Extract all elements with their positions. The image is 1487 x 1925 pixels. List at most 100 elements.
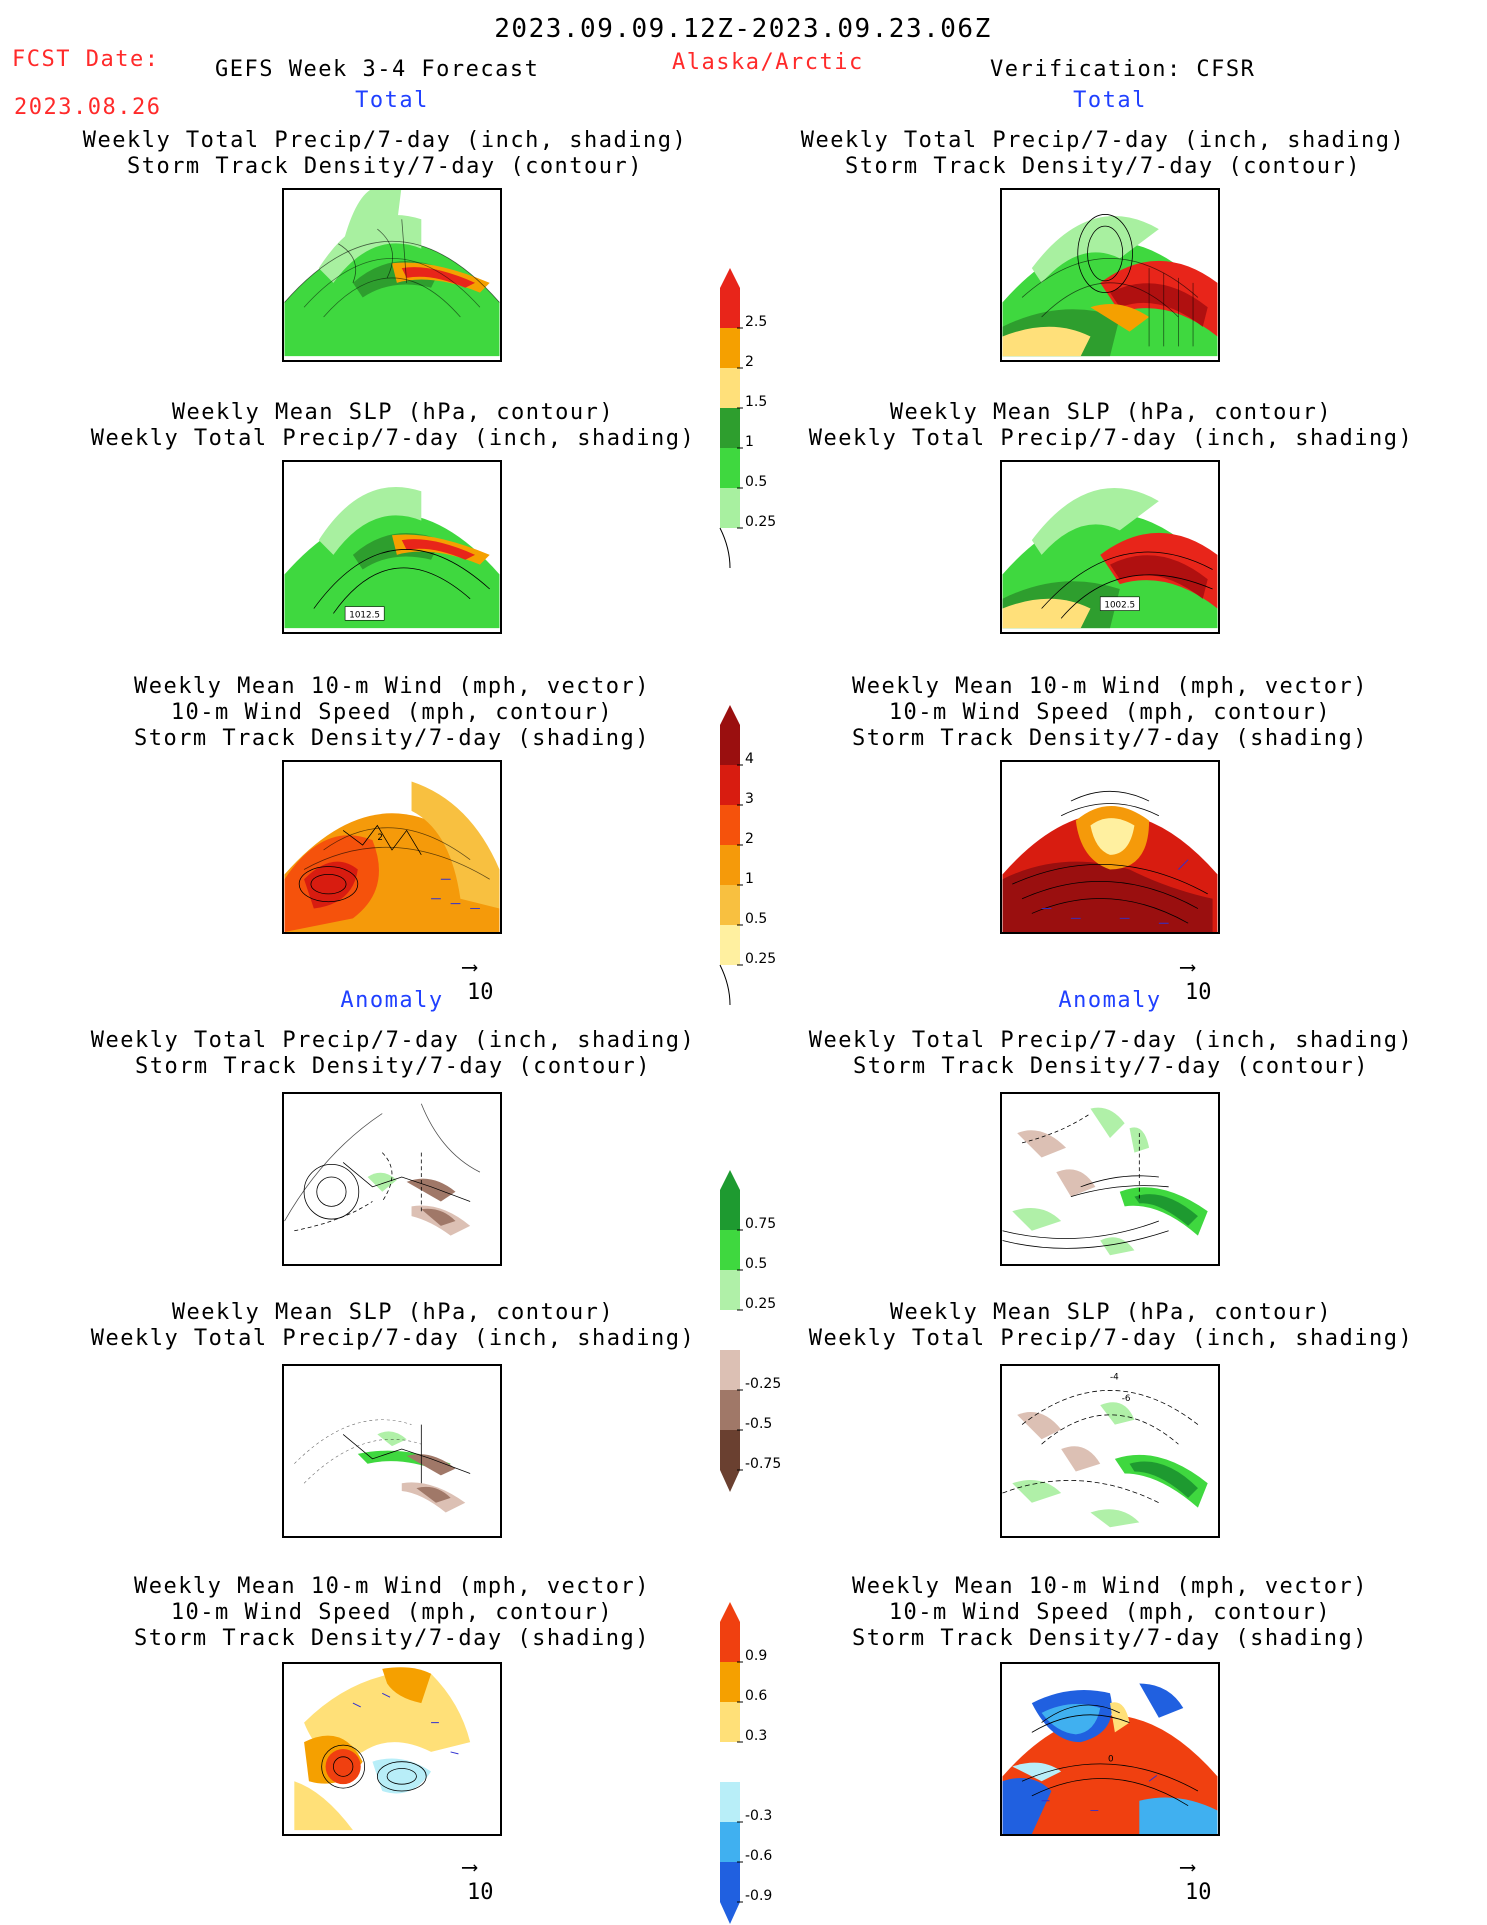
colorbar-bottom-cap <box>720 1902 740 1924</box>
colorbar-swatch <box>720 488 740 528</box>
title-r4: Weekly Total Precip/7-day (inch, shading… <box>809 1028 1414 1080</box>
map-fcst-wind-track: 2 <box>282 760 502 934</box>
title-line: 10-m Wind Speed (mph, contour) <box>170 700 614 725</box>
title-l5: Weekly Mean SLP (hPa, contour) Weekly To… <box>91 1300 696 1352</box>
map-fcst-slp-precip-anom <box>282 1364 502 1538</box>
map-cfsr-precip-track-anom <box>1000 1092 1220 1266</box>
wind-anom-label: 0 <box>1108 1755 1114 1765</box>
slp-anom-label: -6 <box>1122 1394 1131 1404</box>
colorbar-tick-label: 0.25 <box>745 1296 776 1312</box>
region-title: Alaska/Arctic <box>672 50 864 75</box>
colorbar-swatch <box>720 288 740 328</box>
title-line: Storm Track Density/7-day (shading) <box>133 1626 651 1651</box>
colorbar-tick-label: -0.3 <box>745 1808 772 1824</box>
vector-ref-anom-left: ⟶ 10 <box>463 1855 494 1905</box>
colorbar-swatch <box>720 368 740 408</box>
map-cfsr-wind-track <box>1000 760 1220 934</box>
title-r5: Weekly Mean SLP (hPa, contour) Weekly To… <box>809 1300 1414 1352</box>
colorbar-track-anom: 0.9 0.6 0.3 -0.3 -0.6 -0.9 <box>720 1602 800 1924</box>
colorbar-swatch <box>720 1230 740 1270</box>
slp-contour-label: 1002.5 <box>1104 601 1135 611</box>
section-anomaly-left: Anomaly <box>340 988 444 1013</box>
colorbar-swatch <box>720 725 740 765</box>
map-cfsr-wind-track-anom: 0 <box>1000 1662 1220 1836</box>
colorbar-svg: 0.75 0.5 0.25 -0.25 -0.5 -0.75 <box>720 1170 781 1492</box>
section-total-right: Total <box>1073 88 1147 113</box>
title-line: Weekly Total Precip/7-day (inch, shading… <box>808 1028 1414 1053</box>
title-line: 10-m Wind Speed (mph, contour) <box>888 1600 1332 1625</box>
colorbar-swatch <box>720 448 740 488</box>
title-line: Weekly Mean SLP (hPa, contour) <box>171 1300 615 1325</box>
title-l2: Weekly Mean SLP (hPa, contour) Weekly To… <box>91 400 696 452</box>
colorbar-tick-label: 2 <box>745 831 754 847</box>
map-cfsr-slp-precip-anom: -4 -6 <box>1000 1364 1220 1538</box>
title-l6: Weekly Mean 10-m Wind (mph, vector) 10-m… <box>134 1574 650 1652</box>
colorbar-swatch <box>720 328 740 368</box>
colorbar-swatch <box>720 885 740 925</box>
title-line: Storm Track Density/7-day (contour) <box>126 154 644 179</box>
title-line: Storm Track Density/7-day (shading) <box>851 1626 1369 1651</box>
colorbar-swatch <box>720 1270 740 1310</box>
map-fcst-precip-track-anom <box>282 1092 502 1266</box>
colorbar-svg: 4 3 2 1 0.5 0.25 <box>719 705 776 1006</box>
colorbar-svg: 2.5 2 1.5 1 0.5 0.25 <box>719 268 776 569</box>
title-line: Weekly Mean SLP (hPa, contour) <box>889 1300 1333 1325</box>
colorbar-tick-label: 0.25 <box>745 951 776 967</box>
title-r3: Weekly Mean 10-m Wind (mph, vector) 10-m… <box>852 674 1368 752</box>
map-svg <box>1002 790 1218 932</box>
title-r6: Weekly Mean 10-m Wind (mph, vector) 10-m… <box>852 1574 1368 1652</box>
title-line: Weekly Mean 10-m Wind (mph, vector) <box>133 1574 651 1599</box>
fcst-date-label: FCST Date: <box>12 47 160 72</box>
colorbar-tick-label: 1.5 <box>745 394 767 410</box>
title-line: Storm Track Density/7-day (contour) <box>844 154 1362 179</box>
date-range: 2023.09.09.12Z-2023.09.23.06Z <box>494 14 992 44</box>
colorbar-swatch <box>720 1702 740 1742</box>
vector-ref-label: 10 <box>1185 1880 1212 1905</box>
colorbar-tick-label: 2 <box>745 354 754 370</box>
slp-contour-label: 1012.5 <box>349 610 380 620</box>
map-svg <box>1002 1107 1208 1256</box>
colorbar-swatch <box>720 765 740 805</box>
colorbar-tick-label: 2.5 <box>745 314 767 330</box>
colorbar-swatch <box>720 1622 740 1662</box>
colorbar-swatch <box>720 1822 740 1862</box>
product-title: GEFS Week 3-4 Forecast <box>215 57 540 82</box>
colorbar-swatch <box>720 408 740 448</box>
colorbar-tick-label: 3 <box>745 791 754 807</box>
colorbar-swatch <box>720 925 740 965</box>
colorbar-swatch <box>720 1662 740 1702</box>
colorbar-precip-anom: 0.75 0.5 0.25 -0.25 -0.5 -0.75 <box>720 1170 800 1492</box>
colorbar-bottom-cap <box>719 527 731 569</box>
title-l3: Weekly Mean 10-m Wind (mph, vector) 10-m… <box>134 674 650 752</box>
colorbar-tick-label: 0.5 <box>745 474 767 490</box>
title-r2: Weekly Mean SLP (hPa, contour) Weekly To… <box>809 400 1414 452</box>
colorbar-tick-label: 4 <box>745 751 754 767</box>
arrow-icon: ⟶ <box>1181 955 1195 980</box>
colorbar-swatch <box>720 1782 740 1822</box>
map-svg: 1002.5 <box>1002 488 1218 629</box>
map-svg <box>284 190 500 357</box>
title-line: Weekly Total Precip/7-day (inch, shading… <box>90 1028 696 1053</box>
colorbar-tick-label: -0.75 <box>745 1456 781 1472</box>
map-svg: 2 <box>284 781 500 932</box>
map-cfsr-slp-precip: 1002.5 <box>1000 460 1220 634</box>
colorbar-precip-total: 2.5 2 1.5 1 0.5 0.25 <box>719 268 800 569</box>
map-fcst-precip-track <box>282 188 502 362</box>
title-line: Weekly Mean 10-m Wind (mph, vector) <box>851 1574 1369 1599</box>
title-l4: Weekly Total Precip/7-day (inch, shading… <box>91 1028 696 1080</box>
title-line: Storm Track Density/7-day (shading) <box>133 726 651 751</box>
title-line: Weekly Mean SLP (hPa, contour) <box>171 400 615 425</box>
title-line: Storm Track Density/7-day (contour) <box>134 1054 652 1079</box>
fcst-date: 2023.08.26 <box>14 95 162 120</box>
title-line: Weekly Mean SLP (hPa, contour) <box>889 400 1333 425</box>
map-svg: 1012.5 <box>284 486 500 629</box>
title-line: Weekly Mean 10-m Wind (mph, vector) <box>851 674 1369 699</box>
colorbar-swatch <box>720 1390 740 1430</box>
colorbar-tick-label: 0.25 <box>745 514 776 530</box>
colorbar-swatch <box>720 1310 740 1350</box>
arrow-icon: ⟶ <box>463 1855 477 1880</box>
title-line: Storm Track Density/7-day (contour) <box>852 1054 1370 1079</box>
title-line: Weekly Total Precip/7-day (inch, shading… <box>90 426 696 451</box>
title-line: Weekly Total Precip/7-day (inch, shading… <box>808 426 1414 451</box>
colorbar-tick-label: 0.5 <box>745 1256 767 1272</box>
